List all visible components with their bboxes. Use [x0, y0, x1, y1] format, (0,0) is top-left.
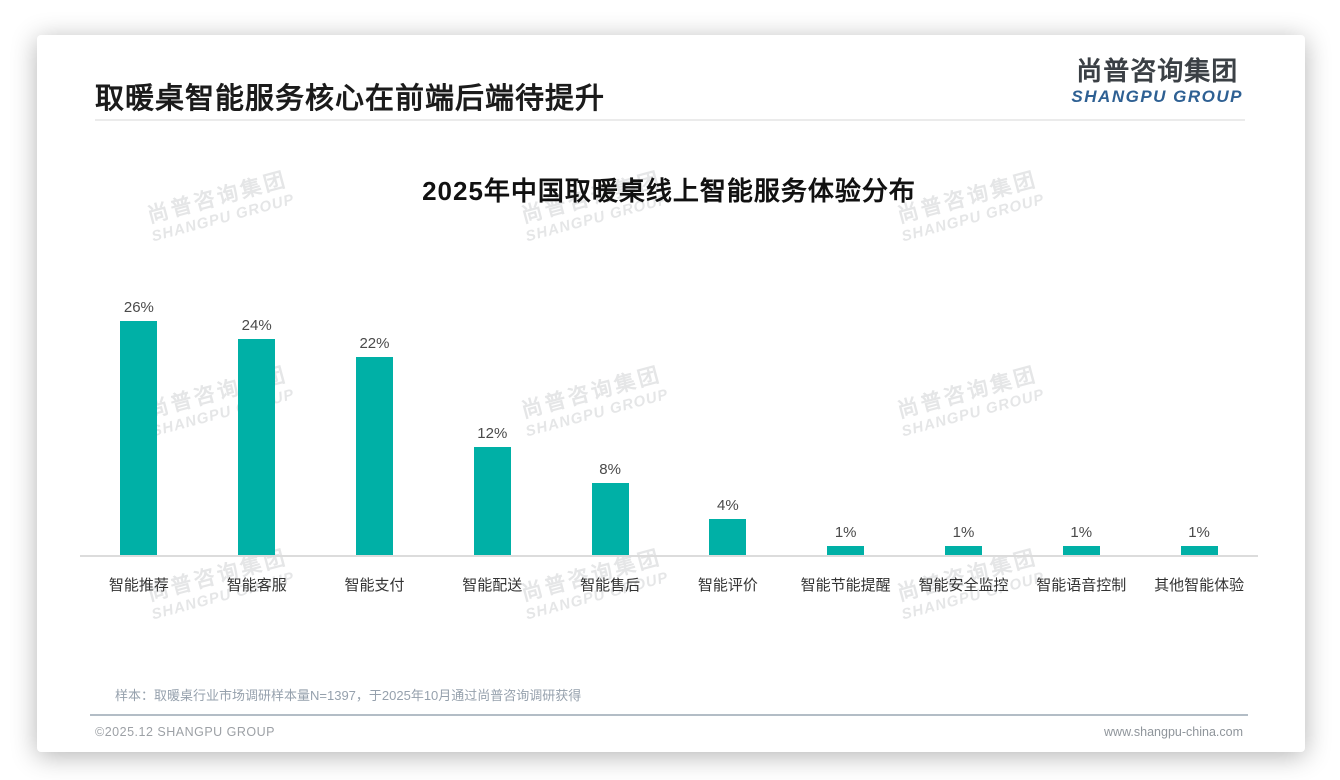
bar [591, 483, 629, 555]
category-label: 智能支付 [344, 577, 405, 594]
category-label: 智能客服 [226, 577, 287, 594]
category-axis: 智能推荐 智能客服 智能支付 智能配送 智能售后 智能评价 智能节能提醒 智能安全监控 智能语音… [80, 557, 1258, 595]
bar [1062, 546, 1100, 555]
category-label: 其他智能体验 [1154, 577, 1245, 594]
chart-title: 2025年中国取暖桌线上智能服务体验分布 [422, 176, 916, 206]
bar-column: 26% [80, 283, 198, 555]
plot-area: 26% 24% 22% 12% 8% 4% 1% 1% 1% 1% [80, 283, 1258, 557]
bar-column: 22% [316, 283, 434, 555]
logo-text-cn: 尚普咨询集团 [1076, 56, 1239, 86]
bar [473, 447, 511, 555]
bar-value-label: 1% [1188, 524, 1210, 541]
bar-column: 1% [1022, 283, 1140, 555]
category-label: 智能语音控制 [1036, 577, 1127, 594]
bar [1180, 546, 1218, 555]
website-link[interactable]: www.shangpu-china.com [1104, 725, 1243, 739]
category-label: 智能安全监控 [918, 577, 1009, 594]
footer-divider [90, 714, 1248, 716]
bar-column: 1% [787, 283, 905, 555]
category-label: 智能节能提醒 [800, 577, 891, 594]
bar-value-label: 26% [123, 299, 154, 316]
bar [827, 546, 865, 555]
sample-note: 样本：取暖桌行业市场调研样本量N=1397，于2025年10月通过尚普咨询调研获… [115, 688, 582, 703]
category-label: 智能配送 [462, 577, 523, 594]
bar-value-label: 22% [359, 335, 390, 352]
bar-column: 8% [551, 283, 669, 555]
bar-column: 12% [433, 283, 551, 555]
category-label: 智能评价 [697, 577, 758, 594]
page-title: 取暖桌智能服务核心在前端后端待提升 [95, 83, 606, 115]
bar-column: 1% [905, 283, 1023, 555]
bar [944, 546, 982, 555]
bar [709, 519, 747, 555]
bar-value-label: 8% [599, 461, 621, 478]
bar-column: 24% [198, 283, 316, 555]
bar-column: 4% [669, 283, 787, 555]
slide-card: 尚普咨询集团 SHANGPU GROUP 尚普咨询集团 SHANGPU GROUP 尚普… [37, 35, 1305, 752]
title-divider [95, 119, 1245, 121]
bar-value-label: 4% [717, 497, 739, 514]
bar-value-label: 1% [1070, 524, 1093, 541]
bar-column: 1% [1140, 283, 1258, 555]
bar [355, 357, 393, 555]
logo-text-en: SHANGPU GROUP [1071, 86, 1243, 106]
category-label: 智能推荐 [108, 577, 169, 594]
bar [120, 321, 158, 555]
bar-value-label: 1% [952, 524, 975, 541]
bar-value-label: 1% [834, 524, 857, 541]
company-logo: 尚普咨询集团 SHANGPU GROUP [1071, 56, 1243, 107]
bar [238, 339, 276, 555]
bar-value-label: 24% [241, 317, 272, 334]
copyright-text: ©2025.12 SHANGPU GROUP [95, 725, 275, 739]
category-label: 智能售后 [580, 577, 641, 594]
bar-value-label: 12% [477, 425, 508, 442]
